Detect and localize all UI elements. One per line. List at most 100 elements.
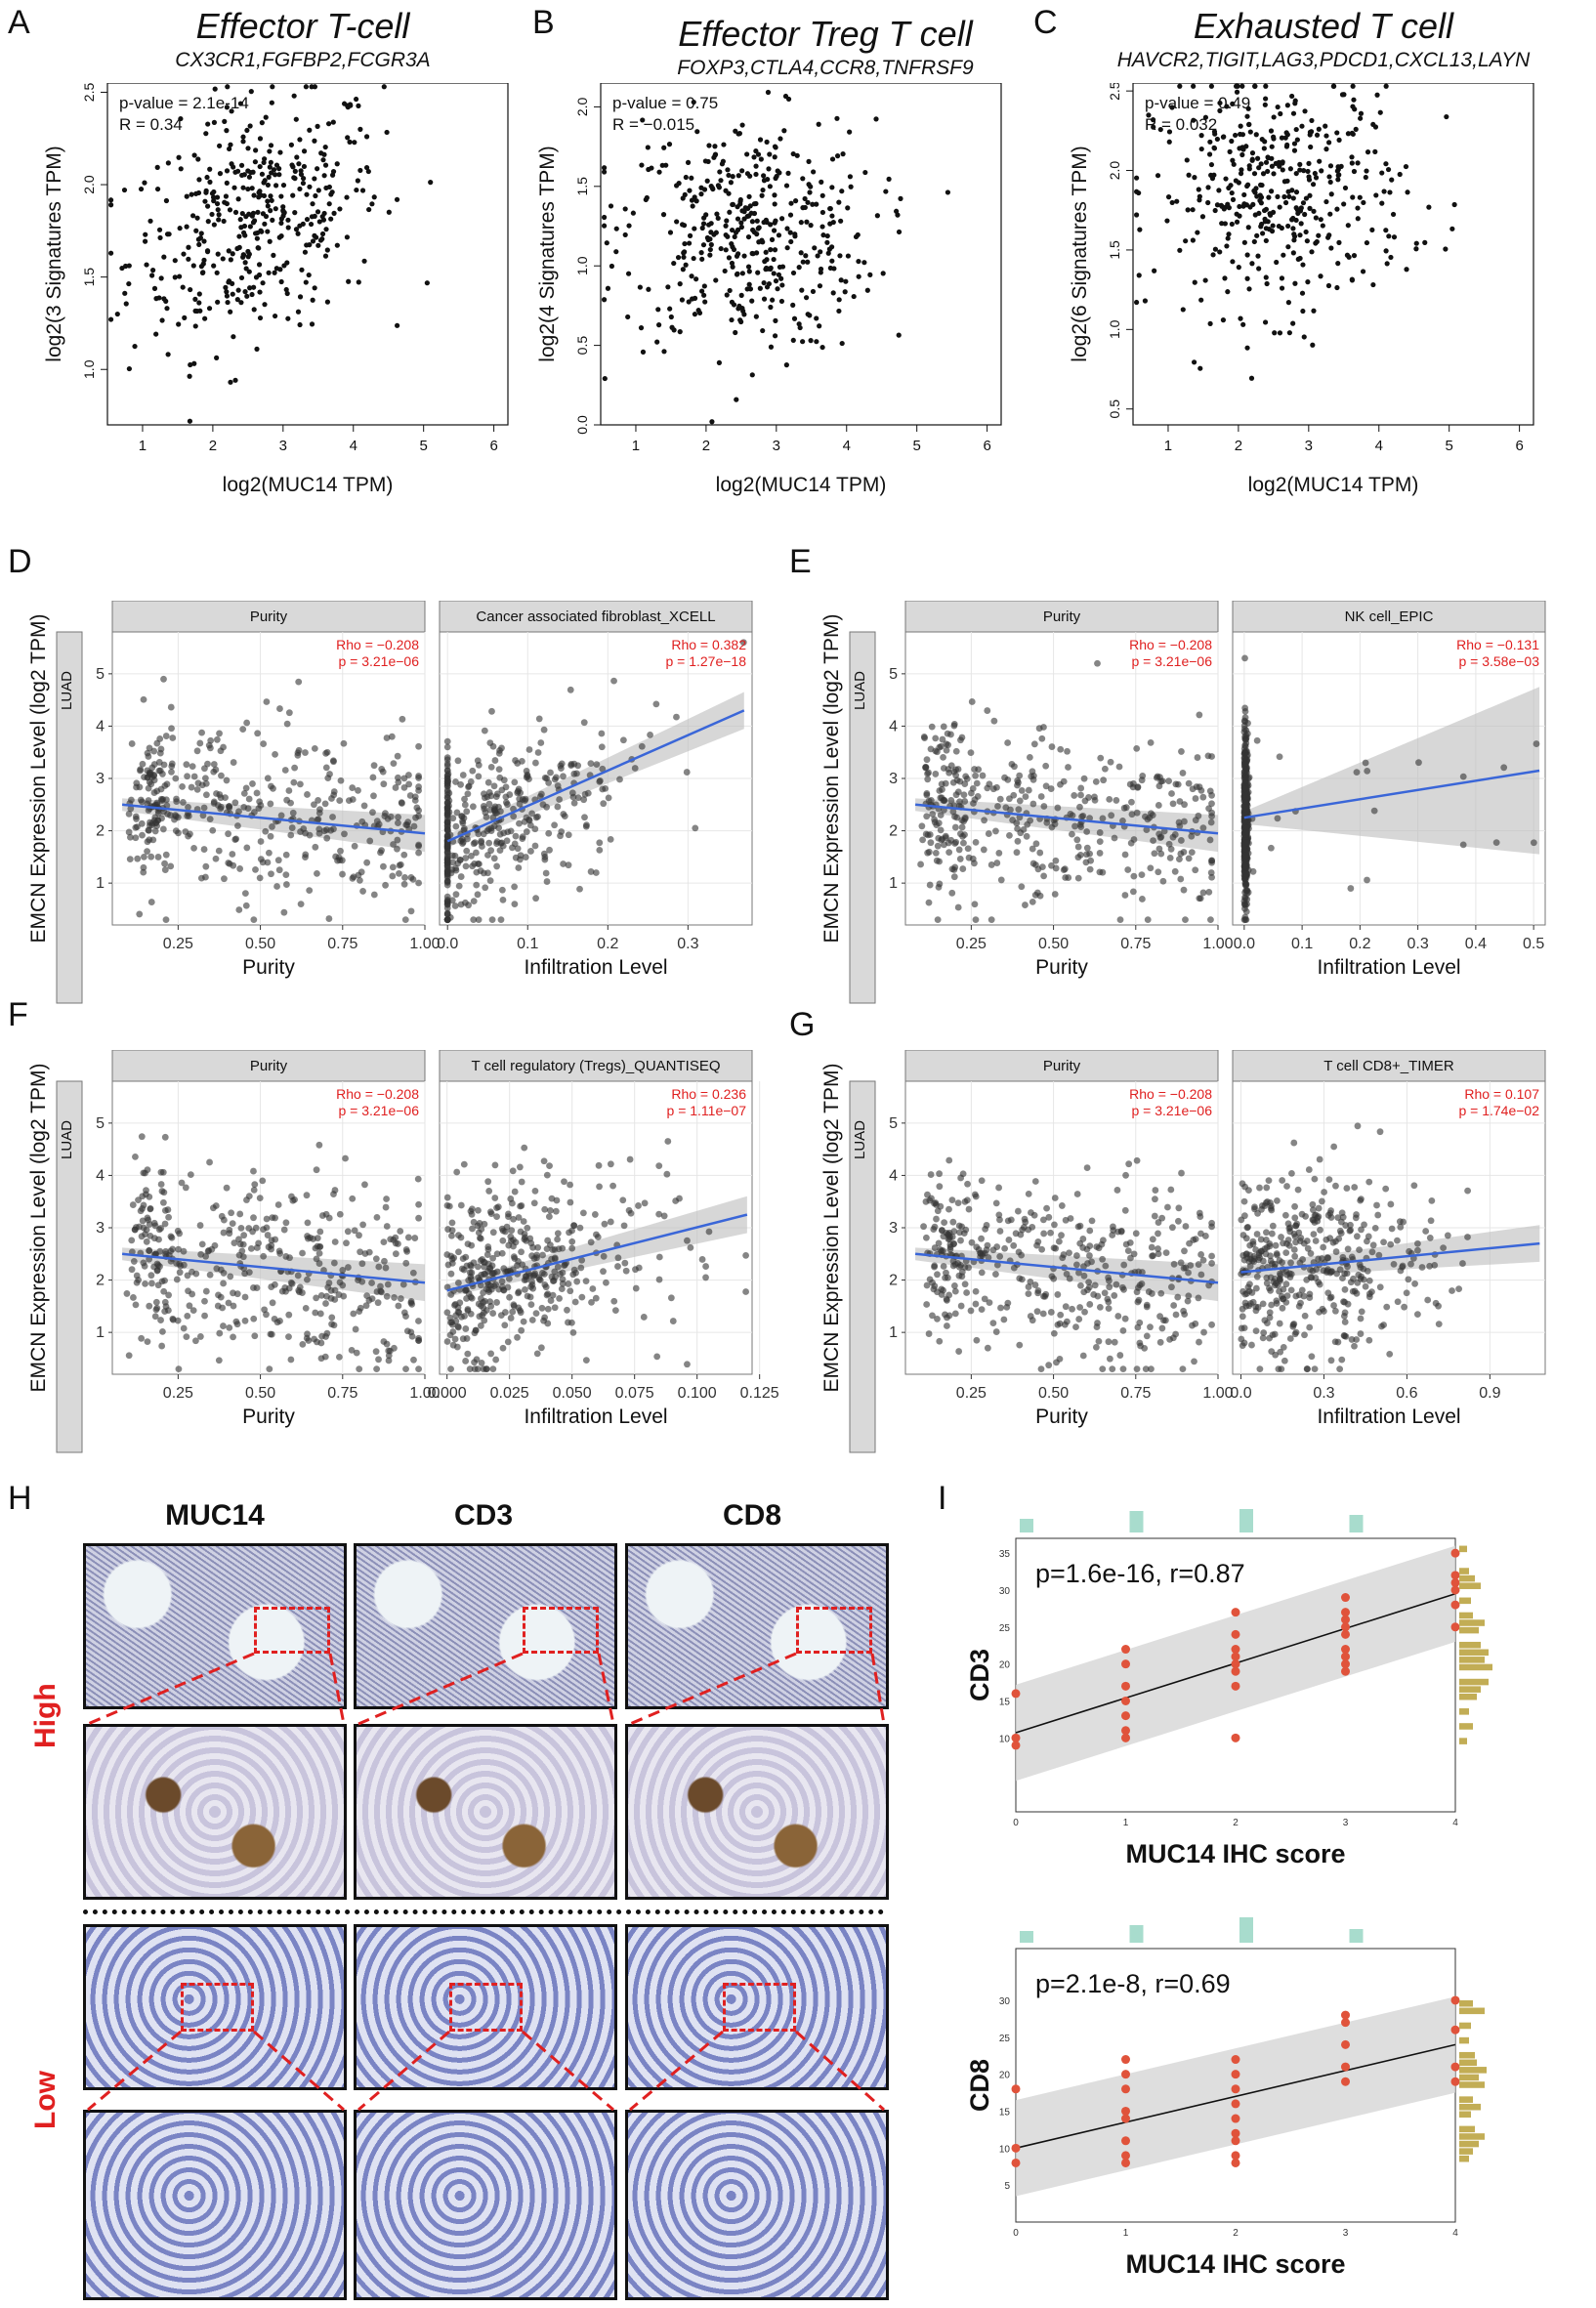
data-point	[1290, 250, 1296, 256]
data-point	[1370, 807, 1378, 815]
data-point	[1124, 1247, 1132, 1255]
data-point	[543, 775, 551, 782]
data-point	[800, 259, 806, 265]
data-point	[197, 1250, 205, 1258]
data-point	[682, 240, 688, 247]
data-point	[756, 225, 762, 231]
data-point	[325, 915, 333, 922]
data-point	[231, 334, 236, 340]
data-point	[1293, 170, 1299, 177]
data-point	[715, 215, 721, 222]
data-point	[1175, 1204, 1183, 1212]
data-point	[593, 1231, 600, 1238]
data-point	[1170, 1302, 1178, 1309]
data-point	[1431, 1261, 1439, 1269]
data-point	[940, 1247, 946, 1254]
data-point	[125, 810, 133, 818]
data-point	[984, 1241, 991, 1249]
data-point	[1293, 217, 1299, 224]
data-point	[249, 780, 256, 787]
data-point	[1105, 1305, 1113, 1312]
data-point	[773, 145, 778, 150]
data-point	[669, 1318, 677, 1324]
data-point	[242, 232, 248, 238]
data-point	[249, 186, 255, 191]
data-point	[1072, 1323, 1079, 1330]
data-point	[321, 173, 327, 179]
data-point	[1017, 1231, 1025, 1238]
data-point	[250, 916, 258, 924]
data-point	[1292, 280, 1298, 286]
x-axis-label: log2(MUC14 TPM)	[223, 474, 394, 496]
data-point	[804, 219, 810, 225]
data-point	[724, 218, 730, 224]
data-point	[487, 847, 495, 855]
data-point	[702, 299, 708, 305]
data-point	[380, 1238, 388, 1246]
data-point	[663, 1170, 671, 1178]
data-point	[319, 231, 326, 237]
data-point	[389, 872, 397, 880]
data-point	[402, 1259, 410, 1267]
data-point	[164, 1307, 172, 1314]
p-label: p = 3.21e−06	[338, 653, 419, 669]
regression-line	[914, 803, 1219, 835]
data-point	[455, 1232, 462, 1239]
data-point	[692, 194, 697, 200]
data-point	[220, 1229, 228, 1237]
data-point	[1171, 831, 1179, 838]
data-point	[140, 1169, 147, 1177]
x-tick-label: 0.3	[1313, 1385, 1334, 1402]
data-point	[233, 1290, 241, 1298]
data-point	[479, 843, 485, 850]
data-point	[1271, 1276, 1279, 1282]
data-point	[1327, 1357, 1335, 1364]
data-point	[312, 213, 317, 219]
data-point	[654, 339, 660, 345]
data-point	[1262, 1236, 1270, 1243]
data-point	[772, 333, 778, 339]
data-point	[1259, 137, 1265, 143]
data-point	[216, 217, 222, 223]
data-point	[244, 293, 250, 299]
data-point	[1413, 240, 1419, 246]
data-point	[1205, 185, 1211, 190]
data-point	[806, 158, 812, 164]
data-point	[456, 1299, 464, 1307]
data-point	[1040, 872, 1048, 880]
data-point	[1202, 114, 1209, 120]
data-point	[397, 1295, 404, 1302]
data-point	[395, 819, 401, 827]
data-point	[399, 715, 406, 723]
data-point	[1240, 1197, 1248, 1205]
data-point	[275, 866, 283, 874]
data-point	[182, 1184, 189, 1192]
data-point	[390, 1236, 398, 1243]
data-point	[260, 211, 267, 217]
data-point	[346, 278, 352, 284]
data-point	[947, 731, 954, 738]
data-point	[824, 239, 830, 245]
data-point	[1073, 1191, 1081, 1197]
data-point	[531, 842, 539, 850]
data-point	[1168, 790, 1175, 797]
data-point	[788, 238, 794, 245]
data-point	[263, 698, 271, 705]
data-point	[312, 285, 317, 291]
data-point	[327, 1287, 335, 1294]
data-point	[369, 201, 375, 207]
data-point	[818, 249, 823, 255]
data-point	[1212, 207, 1218, 214]
data-point	[379, 768, 387, 776]
data-point	[273, 266, 279, 272]
data-point	[555, 1245, 563, 1253]
data-point	[303, 1192, 311, 1199]
data-point	[452, 778, 459, 785]
data-point	[530, 1199, 538, 1207]
data-point	[1364, 239, 1370, 246]
data-point	[1074, 1223, 1082, 1231]
data-point	[1234, 219, 1240, 225]
data-point	[239, 210, 245, 217]
data-point	[163, 197, 170, 204]
rho-label: Rho = 0.382	[671, 637, 746, 652]
